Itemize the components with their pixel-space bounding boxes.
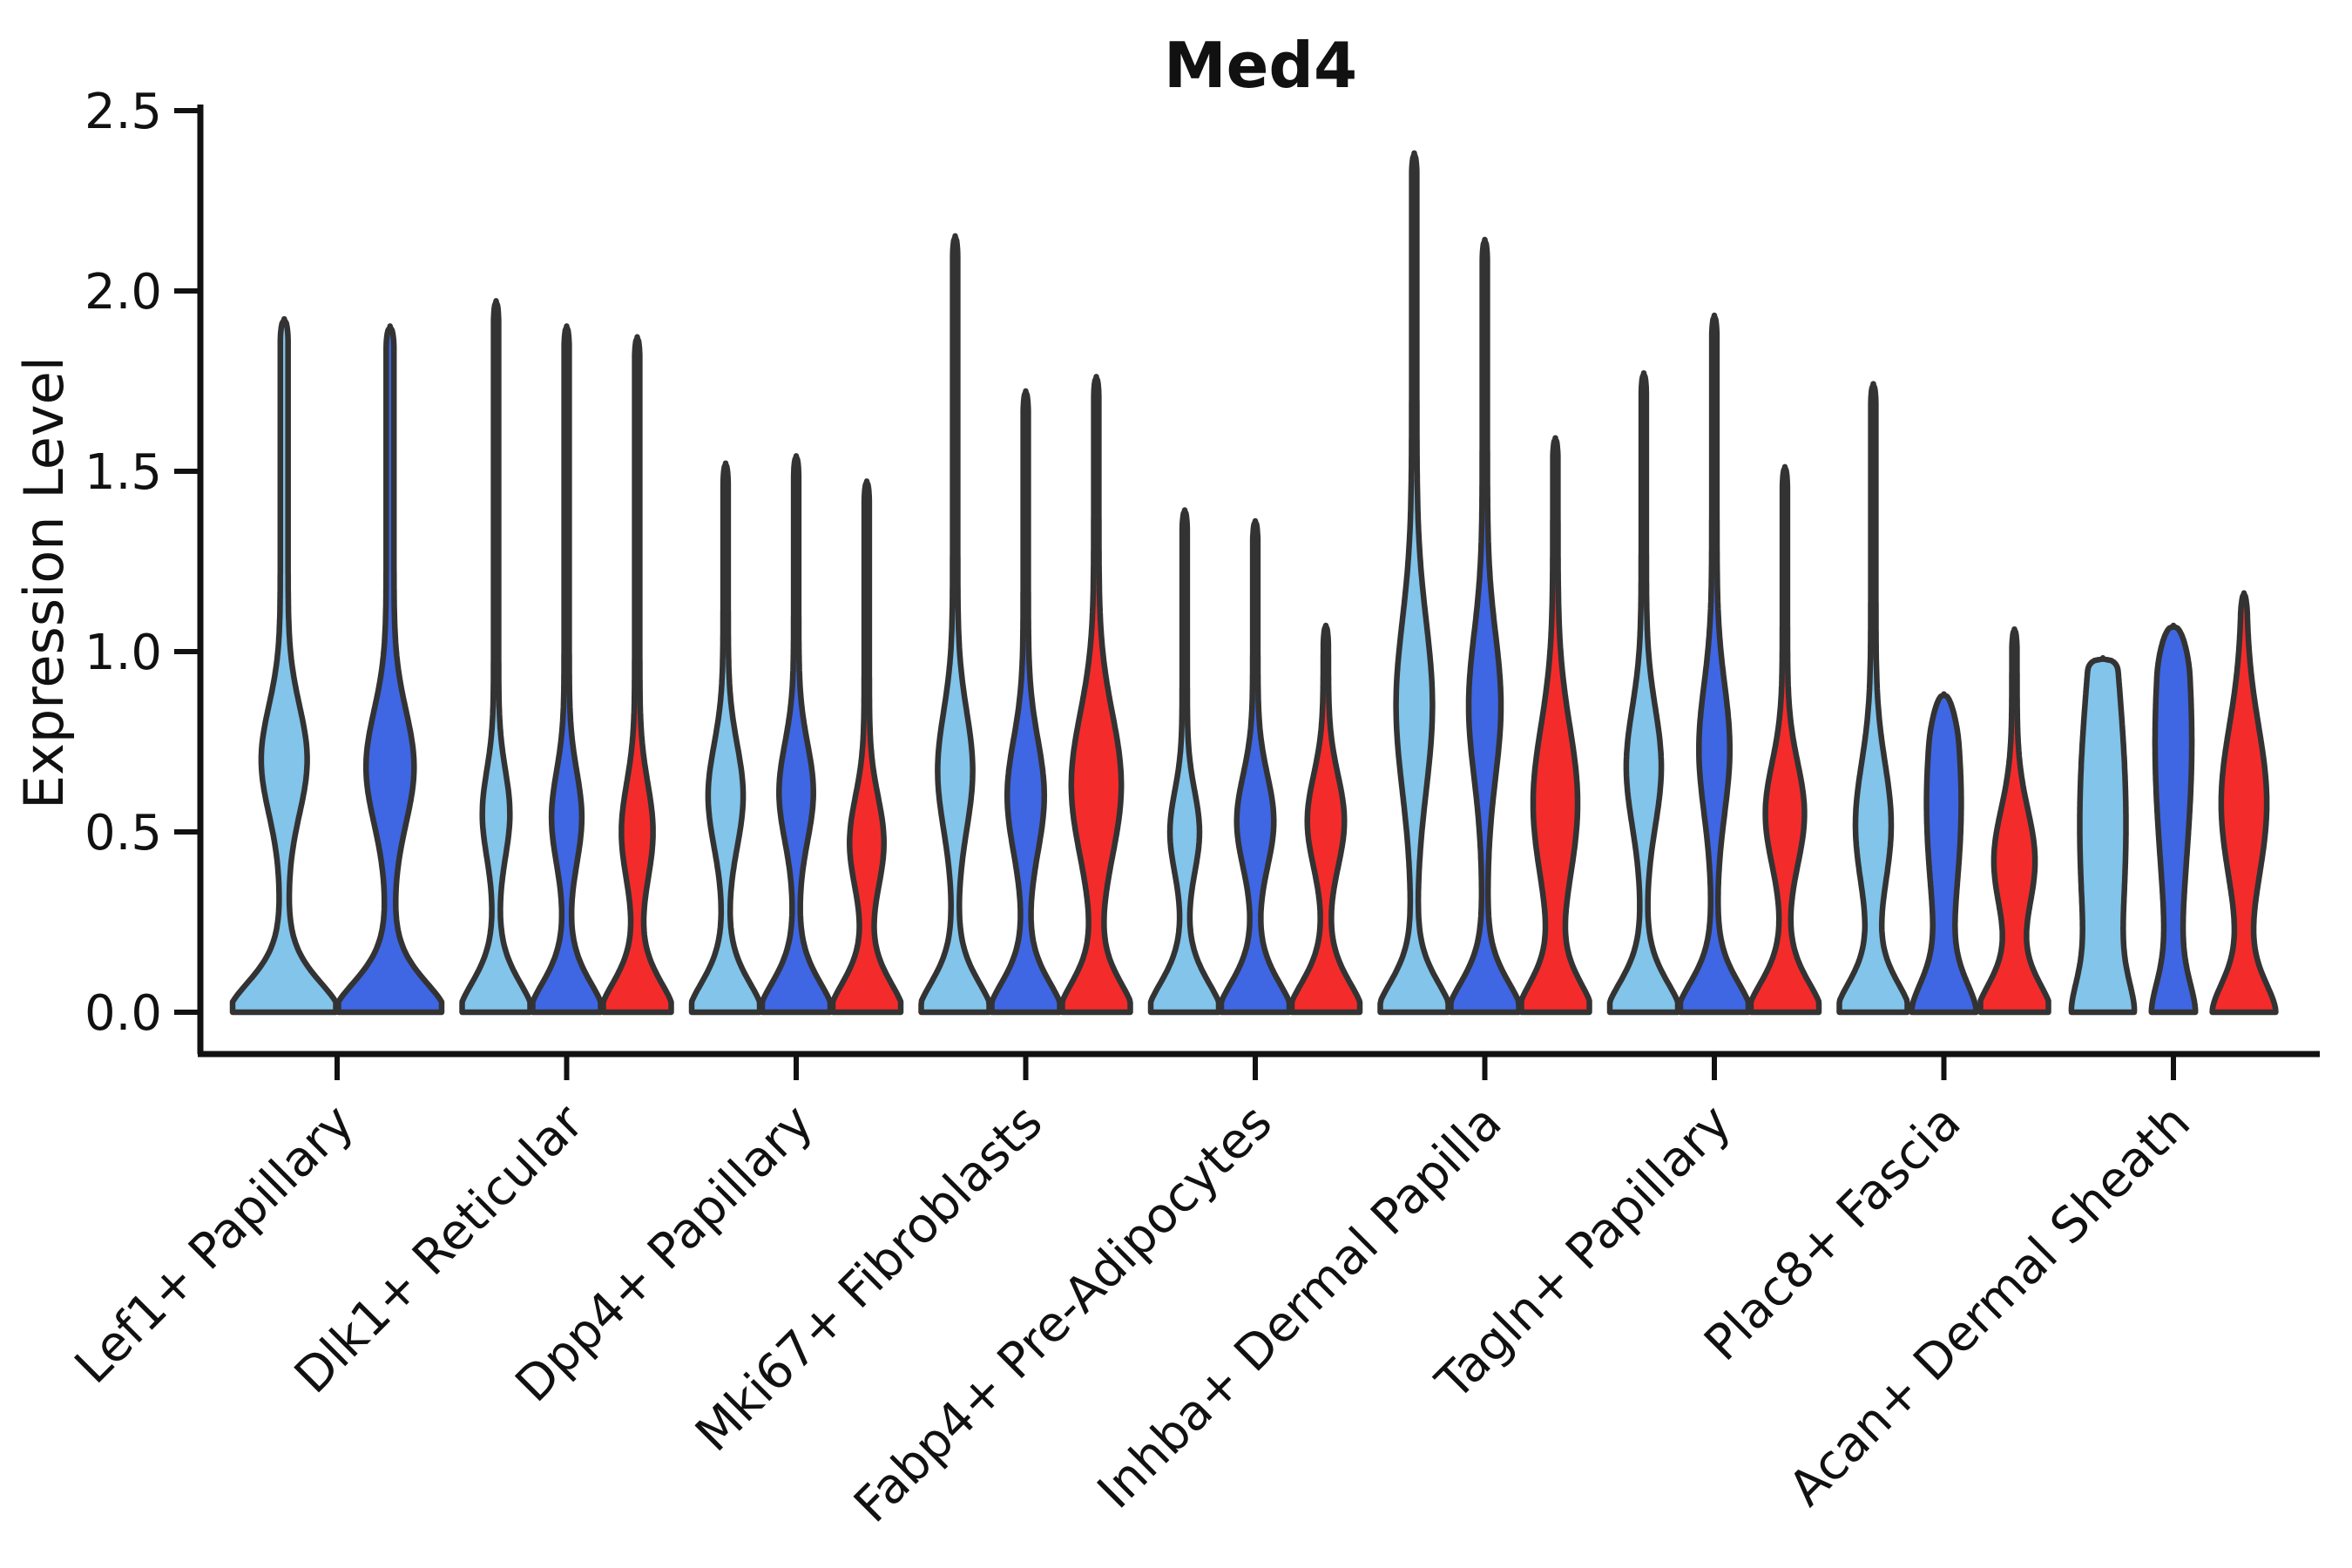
chart-title: Med4 [1164, 29, 1357, 102]
y-tick-label: 0.5 [84, 805, 162, 862]
violin-inhba-dermal-papilla-red [1518, 435, 1592, 1016]
violins [229, 150, 2279, 1016]
violin-inhba-dermal-papilla-dark-blue [1448, 236, 1522, 1016]
y-tick-label: 2.5 [84, 84, 162, 140]
violin-plac8-fascia-red [1977, 625, 2051, 1016]
violin-plac8-fascia-dark-blue [1909, 691, 1979, 1016]
violin-inhba-dermal-papilla-light-blue [1377, 150, 1451, 1016]
y-tick-label: 1.0 [84, 625, 162, 681]
y-tick-label: 2.0 [84, 264, 162, 321]
violin-fabp4-pre-adipocytes-dark-blue [1218, 517, 1293, 1016]
violin-tagln-papillary-light-blue [1606, 369, 1681, 1016]
violin-dpp4-papillary-light-blue [688, 460, 763, 1016]
violin-mki67-fibroblasts-dark-blue [989, 388, 1063, 1016]
violin-plac8-fascia-light-blue [1836, 381, 1910, 1016]
violin-acan-dermal-sheath-dark-blue [2148, 622, 2199, 1016]
y-axis-title: Expression Level [12, 356, 76, 809]
violin-fabp4-pre-adipocytes-red [1288, 622, 1363, 1016]
violin-fabp4-pre-adipocytes-light-blue [1147, 507, 1222, 1016]
violin-tagln-papillary-dark-blue [1677, 312, 1752, 1016]
y-tick-label: 0.0 [84, 985, 162, 1042]
violin-mki67-fibroblasts-red [1059, 374, 1133, 1016]
violin-acan-dermal-sheath-red [2209, 590, 2279, 1016]
x-category-label-acan-dermal-sheath: Acan+ Dermal Sheath [1778, 1094, 2201, 1517]
axes [174, 105, 2320, 1080]
x-category-label-inhba-dermal-papilla: Inhba+ Dermal Papilla [1087, 1094, 1513, 1520]
violin-mki67-fibroblasts-light-blue [918, 233, 992, 1016]
y-tick-label: 1.5 [84, 444, 162, 501]
violin-dlk1-reticular-red [600, 334, 674, 1016]
violin-acan-dermal-sheath-light-blue [2068, 655, 2138, 1016]
violin-dpp4-papillary-red [829, 478, 904, 1016]
violin-dlk1-reticular-dark-blue [530, 323, 604, 1016]
violin-dpp4-papillary-dark-blue [759, 453, 834, 1016]
x-category-label-fabp4-pre-adipocytes: Fabp4+ Pre-Adipocytes [843, 1094, 1283, 1534]
violin-lef1-papillary-light-blue [229, 315, 339, 1016]
violin-lef1-papillary-dark-blue [335, 323, 445, 1016]
violin-dlk1-reticular-light-blue [459, 298, 533, 1016]
violin-tagln-papillary-red [1747, 463, 1822, 1016]
